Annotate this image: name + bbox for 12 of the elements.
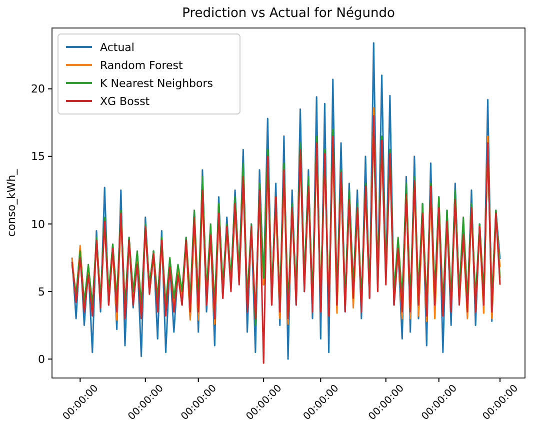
y-tick-label: 5 xyxy=(38,285,45,298)
y-tick-label: 10 xyxy=(31,218,45,231)
y-axis-title: conso_kWh_ xyxy=(5,168,18,237)
legend-label: Random Forest xyxy=(100,58,184,72)
legend-label: K Nearest Neighbors xyxy=(100,76,214,90)
chart-title: Prediction vs Actual for Négundo xyxy=(182,6,395,21)
legend-label: XG Bosst xyxy=(100,94,150,108)
y-tick-label: 0 xyxy=(38,352,45,366)
y-tick-label: 15 xyxy=(31,150,45,164)
legend-label: Actual xyxy=(100,40,134,54)
line-series xyxy=(71,115,501,364)
y-tick-label: 20 xyxy=(31,82,45,96)
